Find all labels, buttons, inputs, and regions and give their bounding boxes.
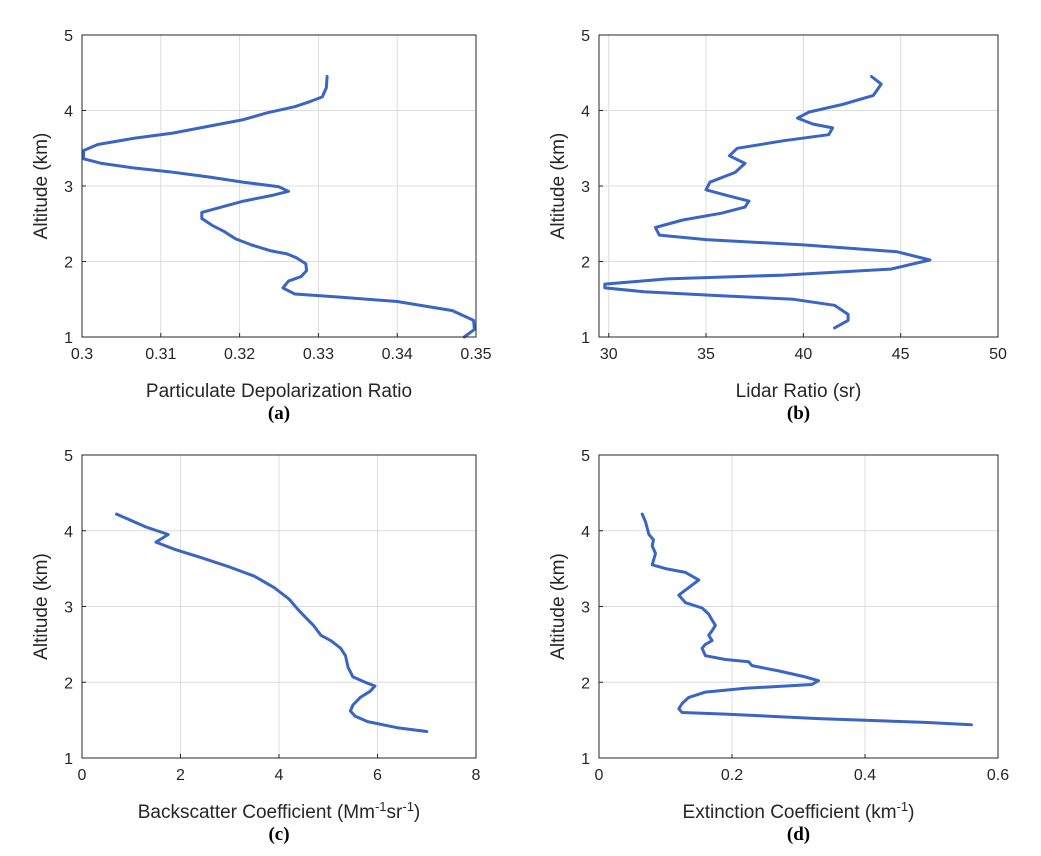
panel-d-xtick-label-1: 0.2 — [721, 767, 743, 784]
panel-c-xlabel-end: ) — [414, 802, 420, 823]
panel-c-xtick-label-1: 2 — [176, 767, 185, 784]
panel-d: 0 0.2 0.4 0.6 1 2 3 4 5 Altitude (km) Extinction C… — [548, 448, 1009, 845]
panel-b-tag: (b) — [787, 403, 810, 424]
panel-c: 0 2 4 6 8 1 2 3 4 5 Altitude (km) Backscatter Coeff… — [31, 448, 481, 845]
panel-a-xtick-label-5: 0.35 — [460, 346, 491, 363]
panel-c-xlabel-mid: sr — [387, 802, 404, 823]
panel-d-xtick-label-0: 0 — [595, 767, 604, 784]
panel-c-xlabel-sup-2: -1 — [402, 799, 414, 814]
panel-a-ytick-label-0: 1 — [64, 330, 73, 347]
panel-d-series-line — [640, 512, 973, 727]
panel-b-ylabel: Altitude (km) — [548, 133, 569, 240]
panel-a-ytick-label-4: 5 — [64, 28, 73, 45]
panel-c-xtick-label-4: 8 — [472, 767, 481, 784]
panel-a-ytick-label-2: 3 — [64, 179, 73, 196]
panel-b-xtick-label-3: 45 — [892, 346, 910, 363]
panel-a-xtick-label-2: 0.32 — [224, 346, 255, 363]
panel-c-xtick-label-2: 4 — [275, 767, 284, 784]
panel-c-ytick-label-1: 2 — [64, 675, 73, 692]
panel-d-ytick-label-2: 3 — [581, 600, 590, 617]
panel-d-xlabel-end: ) — [908, 802, 914, 823]
panel-c-xtick-label-0: 0 — [78, 767, 87, 784]
panel-c-ytick-label-2: 3 — [64, 600, 73, 617]
panel-a-xtick-label-4: 0.34 — [382, 346, 413, 363]
panel-a-xtick-label-0: 0.3 — [71, 346, 93, 363]
panel-c-ylabel: Altitude (km) — [31, 553, 52, 660]
panel-b-ytick-label-2: 3 — [581, 179, 590, 196]
panel-a: 0.3 0.31 0.32 0.33 0.34 0.35 1 2 3 4 5 Altitude (km… — [31, 28, 492, 424]
panel-a-xtick-label-1: 0.31 — [145, 346, 176, 363]
panel-d-xtick-label-3: 0.6 — [987, 767, 1009, 784]
panel-d-xtick-label-2: 0.4 — [854, 767, 876, 784]
panel-b-ytick-label-0: 1 — [581, 330, 590, 347]
panel-c-series-line — [115, 512, 429, 733]
panel-d-xlabel-text: Extinction Coefficient (km — [683, 802, 897, 823]
panel-d-ytick-label-0: 1 — [581, 751, 590, 768]
panel-d-xlabel-sup-1: -1 — [897, 799, 909, 814]
panel-d-ytick-label-4: 5 — [581, 448, 590, 465]
panel-a-ytick-label-3: 4 — [64, 104, 73, 121]
panel-b-ytick-label-3: 4 — [581, 104, 590, 121]
panel-a-tag: (a) — [268, 403, 290, 424]
panel-d-ytick-label-1: 2 — [581, 675, 590, 692]
panel-b-xtick-label-0: 30 — [600, 346, 618, 363]
panel-b-ytick-label-1: 2 — [581, 255, 590, 272]
panel-c-xlabel-text: Backscatter Coefficient (Mm — [138, 802, 375, 823]
panel-a-xlabel: Particulate Depolarization Ratio — [146, 381, 412, 402]
panel-a-xtick-label-3: 0.33 — [303, 346, 334, 363]
panel-c-tag: (c) — [268, 824, 289, 845]
panel-d-xlabel: Extinction Coefficient (km-1) — [683, 799, 915, 824]
panel-c-ytick-label-0: 1 — [64, 751, 73, 768]
panel-c-xtick-label-3: 6 — [373, 767, 382, 784]
panel-d-ylabel: Altitude (km) — [548, 553, 569, 660]
panel-d-ytick-label-3: 4 — [581, 524, 590, 541]
panel-b-xtick-label-2: 40 — [794, 346, 812, 363]
panel-b-xtick-label-4: 50 — [989, 346, 1007, 363]
panel-d-tag: (d) — [787, 824, 810, 845]
panel-b-series-line — [603, 75, 932, 330]
panel-a-series-line — [82, 75, 476, 339]
panel-a-ytick-label-1: 2 — [64, 255, 73, 272]
panel-a-xlabel-text: Particulate Depolarization Ratio — [146, 381, 412, 402]
panel-b-xlabel: Lidar Ratio (sr) — [736, 381, 862, 402]
panel-b-xlabel-text: Lidar Ratio (sr) — [736, 381, 862, 402]
panel-c-ytick-label-3: 4 — [64, 524, 73, 541]
panel-c-ytick-label-4: 5 — [64, 448, 73, 465]
panel-b-ytick-label-4: 5 — [581, 28, 590, 45]
panel-c-xlabel-sup-1: -1 — [375, 799, 387, 814]
panel-a-ylabel: Altitude (km) — [31, 133, 52, 240]
panel-c-xlabel: Backscatter Coefficient (Mm-1sr-1) — [138, 799, 421, 824]
panel-b-xtick-label-1: 35 — [697, 346, 715, 363]
